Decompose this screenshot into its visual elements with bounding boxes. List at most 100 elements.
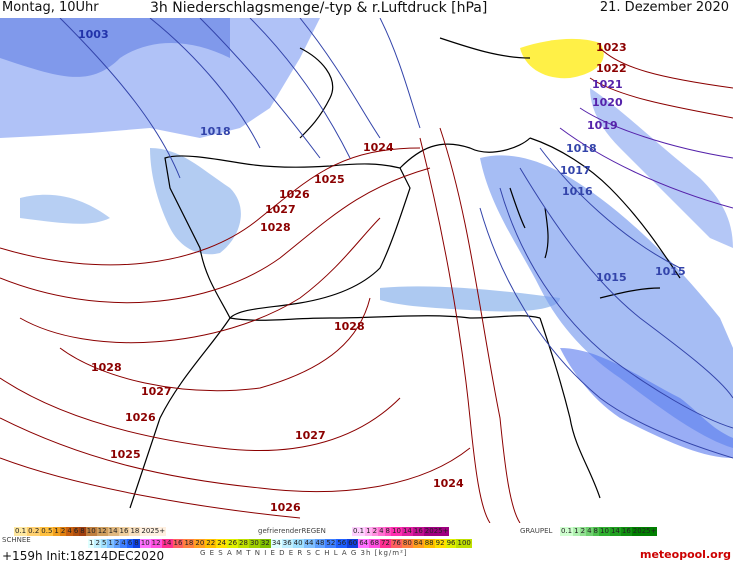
forecast-date: 21. Dezember 2020 — [599, 0, 729, 15]
isobar-label: 1028 — [260, 221, 291, 234]
isobar-label: 1025 — [314, 173, 345, 186]
snow-swatch: 88 — [423, 539, 435, 548]
rain-swatch: 2025+ — [140, 527, 167, 536]
snow-swatch: 24 — [216, 539, 228, 548]
isobar-label: 1018 — [200, 125, 231, 138]
coastlines — [129, 37, 681, 509]
snow-swatch: 5 — [100, 539, 108, 548]
snow-swatch: 68 — [369, 539, 381, 548]
snow-swatch: 60 — [347, 539, 359, 548]
isobar-label: 1015 — [596, 271, 627, 284]
isobar-labels: 1003 1018 1024 1025 1026 1027 1028 1028 … — [78, 28, 686, 514]
snow-swatch: 80 — [401, 539, 413, 548]
freezing-scale: 0.1 1 2 4 8 10 14 16 2025+ — [352, 527, 450, 536]
freezing-swatch: 10 — [391, 527, 402, 536]
snow-swatch: 40 — [292, 539, 304, 548]
isobar-label: 1027 — [295, 429, 326, 442]
snow-swatch: 56 — [336, 539, 348, 548]
isobar-label: 1027 — [265, 203, 296, 216]
rain-swatch: 4 — [66, 527, 73, 536]
graupel-swatch: 2 — [579, 527, 587, 536]
graupel-swatch: 16 — [620, 527, 632, 536]
isobar-label: 1023 — [596, 41, 627, 54]
snow-swatch: 48 — [314, 539, 326, 548]
snow-swatch: 2 — [113, 539, 121, 548]
graupel-swatch: 8 — [592, 527, 600, 536]
snow-swatch: 2 — [94, 539, 101, 548]
snow-swatch: 76 — [390, 539, 402, 548]
brand-logo[interactable]: meteopool.org — [640, 548, 731, 561]
graupel-swatch: 0.1 — [560, 527, 574, 536]
isobar-label: 1024 — [433, 477, 464, 490]
snow-swatch: 16 — [172, 539, 184, 548]
freezing-swatch: 4 — [378, 527, 385, 536]
precipitation-areas — [0, 18, 733, 458]
rain-swatch: 16 — [118, 527, 130, 536]
freezing-swatch: 2025+ — [423, 527, 450, 536]
snow-swatch: 44 — [303, 539, 315, 548]
isobar-label: 1026 — [279, 188, 310, 201]
isobar-label: 1017 — [560, 164, 591, 177]
isobar-label: 1024 — [363, 141, 394, 154]
graupel-swatch: 1 — [573, 527, 580, 536]
date-label: Montag, 10Uhr — [2, 0, 99, 15]
rain-swatch: 8 — [79, 527, 86, 536]
snow-swatch: 96 — [445, 539, 457, 548]
snow-swatch: 1 — [107, 539, 114, 548]
snow-swatch: 28 — [238, 539, 249, 548]
run-info: +159h Init:18Z14DEC2020 — [2, 549, 165, 563]
freezing-swatch: 2 — [371, 527, 379, 536]
isobar-label: 1028 — [91, 361, 122, 374]
rain-swatch: 0.2 — [27, 527, 41, 536]
isobar-label: 1021 — [592, 78, 623, 91]
snow-swatch: 20 — [194, 539, 206, 548]
isobar-label: 1027 — [141, 385, 172, 398]
legend: 0.1 0.2 0.5 1 2 4 6 8 10 12 14 16 18 2025+ gefrierend… — [0, 523, 733, 566]
snow-swatch: 32 — [259, 539, 271, 548]
snow-swatch: 100 — [456, 539, 472, 548]
freezing-tag: gefrierenderREGEN — [258, 527, 326, 535]
freezing-swatch: 0.1 — [352, 527, 366, 536]
snow-swatch: 92 — [434, 539, 446, 548]
isobar-lines — [0, 18, 733, 523]
graupel-swatch: 10 — [599, 527, 610, 536]
snow-swatch: 64 — [358, 539, 370, 548]
snow-swatch: 22 — [205, 539, 217, 548]
rain-swatch: 12 — [96, 527, 108, 536]
snow-swatch: 8 — [133, 539, 140, 548]
snow-swatch: 18 — [183, 539, 195, 548]
graupel-tag: GRAUPEL — [520, 527, 553, 535]
freezing-swatch: 16 — [412, 527, 424, 536]
graupel-swatch: 4 — [586, 527, 593, 536]
snow-swatch: 36 — [281, 539, 293, 548]
freezing-swatch: 1 — [365, 527, 372, 536]
rain-swatch: 18 — [129, 527, 141, 536]
precipitation-map: 1003 1018 1024 1025 1026 1027 1028 1028 … — [0, 18, 733, 523]
snow-swatch: 1 — [88, 539, 95, 548]
rain-swatch: 10 — [85, 527, 97, 536]
rain-swatch: 1 — [53, 527, 60, 536]
isobar-label: 1018 — [566, 142, 597, 155]
isobar-label: 1025 — [110, 448, 141, 461]
snow-swatch: 72 — [380, 539, 391, 548]
rain-swatch: 6 — [72, 527, 80, 536]
graupel-swatch: 14 — [609, 527, 621, 536]
snow-swatch: 34 — [270, 539, 282, 548]
snow-swatch: 6 — [126, 539, 134, 548]
isobar-label: 1019 — [587, 119, 618, 132]
rain-swatch: 14 — [107, 527, 119, 536]
snow-swatch: 4 — [120, 539, 127, 548]
rain-swatch: 0.1 — [14, 527, 28, 536]
isobar-label: 1022 — [596, 62, 627, 75]
total-label: G E S A M T N I E D E R S C H L A G 3h [… — [200, 549, 408, 557]
snow-swatch: 52 — [325, 539, 337, 548]
snow-scale: 1 2 5 1 2 4 6 8 10 12 14 16 18 20 22 24 26 28 30 32 34 36 40 44… — [88, 539, 472, 548]
map-svg: 1003 1018 1024 1025 1026 1027 1028 1028 … — [0, 18, 733, 523]
rain-scale: 0.1 0.2 0.5 1 2 4 6 8 10 12 14 16 18 2025+ — [14, 527, 167, 536]
rain-swatch: 2 — [59, 527, 67, 536]
isobar-label: 1016 — [562, 185, 593, 198]
graupel-scale: 0.1 1 2 4 8 10 14 16 2025+ — [560, 527, 658, 536]
isobar-label: 1003 — [78, 28, 109, 41]
map-title: 3h Niederschlagsmenge/-typ & r.Luftdruck… — [150, 0, 488, 16]
